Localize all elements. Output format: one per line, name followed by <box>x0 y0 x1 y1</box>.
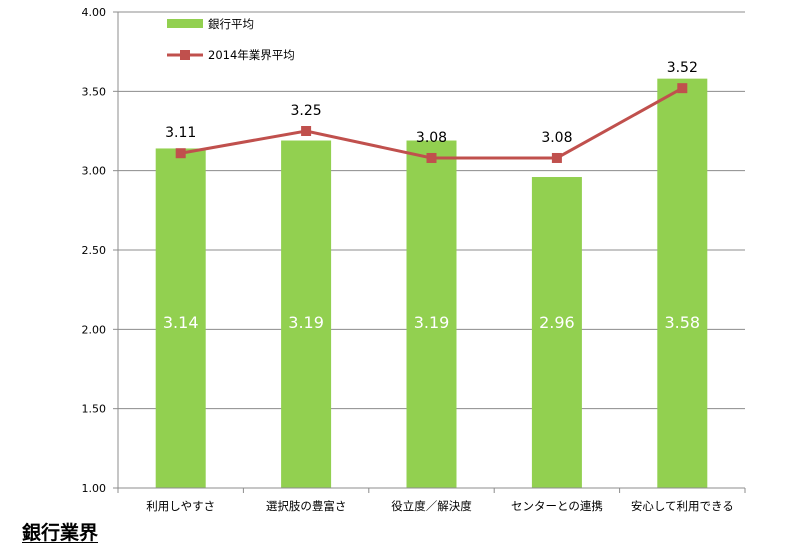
y-tick-label: 4.00 <box>82 6 107 19</box>
line-value-label: 3.08 <box>541 130 572 146</box>
bar-value-label: 3.19 <box>414 313 450 332</box>
legend-line-marker <box>180 50 190 60</box>
x-tick-label: 安心して利用できる <box>631 499 734 513</box>
y-axis-ticks: 1.00 1.50 2.00 2.50 3.00 3.50 4.00 <box>82 6 118 495</box>
y-tick-label: 2.50 <box>82 244 107 257</box>
bar <box>281 140 332 488</box>
line-point <box>551 152 562 163</box>
line-point <box>175 148 186 159</box>
line-series <box>175 83 688 163</box>
y-tick-label: 1.50 <box>82 403 107 416</box>
legend: 銀行平均 2014年業界平均 <box>167 17 295 62</box>
bar-series <box>155 78 708 488</box>
bar-value-label: 3.14 <box>163 313 199 332</box>
bar <box>406 140 457 488</box>
footer-title: 銀行業界 <box>22 522 99 544</box>
line-value-labels: 3.11 3.25 3.08 3.08 3.52 <box>165 60 698 146</box>
bar <box>155 148 206 488</box>
bar-value-label: 3.58 <box>664 313 700 332</box>
y-tick-label: 3.50 <box>82 85 107 98</box>
bar-value-label: 2.96 <box>539 313 575 332</box>
line-value-label: 3.52 <box>667 60 698 76</box>
line-value-label: 3.08 <box>416 130 447 146</box>
bar <box>531 177 582 488</box>
legend-line-label: 2014年業界平均 <box>208 48 295 62</box>
x-tick-label: センターとの連携 <box>511 499 603 513</box>
bar-value-labels: 3.14 3.19 3.19 2.96 3.58 <box>163 313 700 332</box>
x-tick-label: 利用しやすさ <box>146 499 215 513</box>
line-point <box>426 152 437 163</box>
y-tick-label: 1.00 <box>82 482 107 495</box>
chart: 1.001.502.002.503.003.504.00 3.14 3.19 3.1… <box>82 6 746 513</box>
line-value-label: 3.11 <box>165 125 196 141</box>
x-tick-label: 役立度／解決度 <box>391 499 472 513</box>
line-value-label: 3.25 <box>291 103 322 119</box>
x-axis-ticks: 利用しやすさ 選択肢の豊富さ 役立度／解決度 センターとの連携 安心して利用できる <box>117 488 746 513</box>
legend-bar-swatch <box>167 19 203 28</box>
bar <box>657 78 708 488</box>
bar-value-label: 3.19 <box>288 313 324 332</box>
y-tick-label: 3.00 <box>82 165 107 178</box>
x-axis <box>117 12 745 489</box>
legend-bar-label: 銀行平均 <box>208 17 254 31</box>
line-point <box>301 126 312 136</box>
y-tick-label: 2.00 <box>82 323 107 336</box>
line-point <box>677 83 688 94</box>
x-tick-label: 選択肢の豊富さ <box>266 499 347 513</box>
